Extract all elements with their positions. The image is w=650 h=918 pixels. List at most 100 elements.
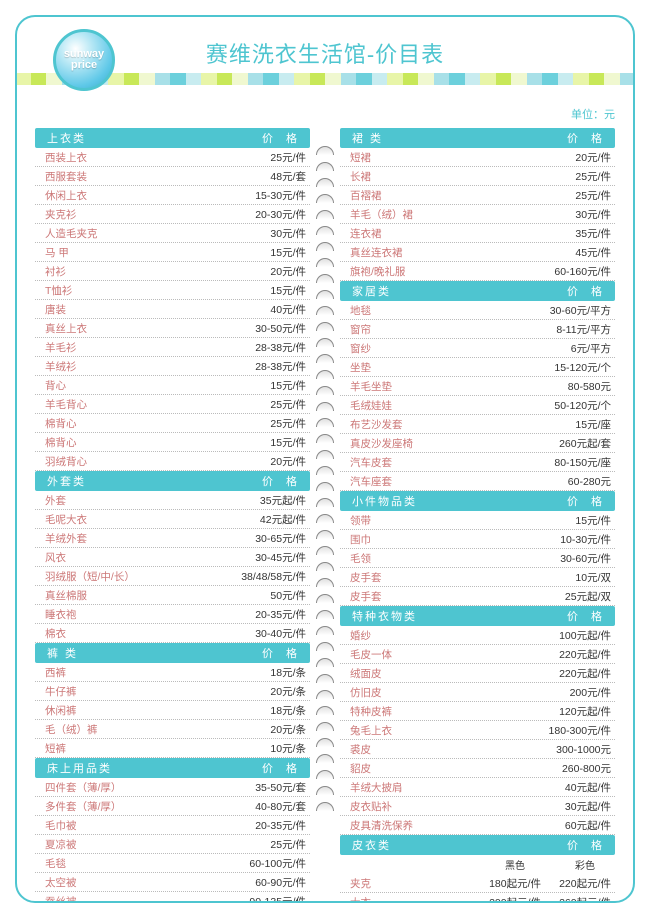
item-price: 50-120元/个: [554, 398, 611, 413]
item-name: 皮手套: [350, 570, 382, 585]
item-name: 兔毛上衣: [350, 723, 392, 738]
item-price: 90-135元/件: [249, 894, 306, 904]
category-header: 特种衣物类价 格: [340, 606, 615, 626]
price-row: 旗袍/晚礼服60-160元/件: [340, 262, 615, 281]
item-price: 25元/件: [270, 150, 306, 165]
item-name: 羊绒外套: [45, 531, 87, 546]
item-price: 80-150元/座: [554, 455, 611, 470]
item-price: 40元起/件: [565, 780, 611, 795]
item-price: 20元/条: [270, 722, 306, 737]
item-name: 真丝上衣: [45, 321, 87, 336]
category-header: 小件物品类价 格: [340, 491, 615, 511]
price-row: 棉背心25元/件: [35, 414, 310, 433]
item-name: 毛巾被: [45, 818, 77, 833]
item-name: 休闲上衣: [45, 188, 87, 203]
item-name: 真皮沙发座椅: [350, 436, 413, 451]
price-row: 地毯30-60元/平方: [340, 301, 615, 320]
item-price: 18元/条: [270, 665, 306, 680]
binding-ring: [316, 658, 334, 667]
page-title: 赛维洗衣生活馆-价目表: [35, 37, 615, 69]
binding-ring: [316, 706, 334, 715]
item-price: 28-38元/件: [255, 359, 306, 374]
item-name: 西服套装: [45, 169, 87, 184]
binding-ring: [316, 498, 334, 507]
item-name: T恤衫: [45, 283, 72, 298]
category-header: 皮衣类价 格: [340, 835, 615, 855]
item-name: 绒面皮: [350, 666, 382, 681]
item-name: 长裙: [350, 169, 371, 184]
price-header: 价 格: [567, 283, 607, 299]
price-row: 夏凉被25元/件: [35, 835, 310, 854]
item-price: 10元/条: [270, 741, 306, 756]
item-price: 30元/件: [575, 207, 611, 222]
price-row: 棉衣30-40元/件: [35, 624, 310, 643]
price-row: 皮手套10元/双: [340, 568, 615, 587]
price-row: 背心15元/件: [35, 376, 310, 395]
category-name: 皮衣类: [352, 837, 391, 853]
item-name: 外套: [45, 493, 66, 508]
binding-ring: [316, 802, 334, 811]
item-name: 衬衫: [45, 264, 66, 279]
binding-ring: [316, 226, 334, 235]
item-price: 60-100元/件: [249, 856, 306, 871]
price-row: 羊毛背心25元/件: [35, 395, 310, 414]
price-header: 价 格: [262, 760, 302, 776]
item-price: 220元起/件: [559, 647, 611, 662]
binding-ring: [316, 178, 334, 187]
price-row: 羊毛坐垫80-580元: [340, 377, 615, 396]
item-name: 羊绒衫: [45, 359, 77, 374]
item-price: 50元/件: [270, 588, 306, 603]
item-price: 35-50元/套: [255, 780, 306, 795]
logo-line2: price: [71, 59, 97, 71]
price-row: 真皮沙发座椅260元起/套: [340, 434, 615, 453]
price-row: 仿旧皮200元/件: [340, 683, 615, 702]
price-row: 西装上衣25元/件: [35, 148, 310, 167]
sub-col-label: 彩色: [575, 857, 595, 872]
price-header: 价 格: [262, 130, 302, 146]
price-row: 绒面皮220元起/件: [340, 664, 615, 683]
binding-ring: [316, 242, 334, 251]
price-row: 长裙25元/件: [340, 167, 615, 186]
price-row: 太空被60-90元/件: [35, 873, 310, 892]
binding-ring: [316, 338, 334, 347]
item-name: 羽绒背心: [45, 454, 87, 469]
price-row: T恤衫 15元/件: [35, 281, 310, 300]
binding-ring: [316, 434, 334, 443]
price-row: 真丝连衣裙45元/件: [340, 243, 615, 262]
category-name: 外套类: [47, 473, 86, 489]
item-name: 皮衣贴补: [350, 799, 392, 814]
binding-ring: [316, 722, 334, 731]
item-name: 夹克衫: [45, 207, 77, 222]
item-name: 短裙: [350, 150, 371, 165]
binding-ring: [316, 674, 334, 683]
item-price: 15元/件: [270, 283, 306, 298]
price-row: 毛呢大衣42元起/件: [35, 510, 310, 529]
category-name: 床上用品类: [47, 760, 112, 776]
item-name: 羽绒服（短/中/长）: [45, 569, 135, 584]
category-header: 裤 类价 格: [35, 643, 310, 663]
item-price: 180起元/件: [471, 876, 541, 891]
binding-ring: [316, 210, 334, 219]
price-row: 多件套（薄/厚）40-80元/套: [35, 797, 310, 816]
category-name: 小件物品类: [352, 493, 417, 509]
item-price: 40-80元/套: [255, 799, 306, 814]
item-name: 大衣: [350, 895, 471, 904]
price-row: 羽绒服（短/中/长）38/48/58元/件: [35, 567, 310, 586]
price-row: 真丝上衣30-50元/件: [35, 319, 310, 338]
price-row: 坐垫15-120元/个: [340, 358, 615, 377]
binding-ring: [316, 354, 334, 363]
binding-ring: [316, 258, 334, 267]
price-header: 价 格: [262, 645, 302, 661]
item-name: 坐垫: [350, 360, 371, 375]
price-row: 羊毛衫28-38元/件: [35, 338, 310, 357]
item-price: 15-30元/件: [255, 188, 306, 203]
item-price: 20-30元/件: [255, 207, 306, 222]
item-price: 20元/件: [575, 150, 611, 165]
item-price: 25元起/双: [565, 589, 611, 604]
price-row: 马 甲15元/件: [35, 243, 310, 262]
item-name: 睡衣袍: [45, 607, 77, 622]
price-row: 皮具清洗保养60元起/件: [340, 816, 615, 835]
item-name: 领带: [350, 513, 371, 528]
category-header: 上衣类价 格: [35, 128, 310, 148]
category-header: 外套类价 格: [35, 471, 310, 491]
